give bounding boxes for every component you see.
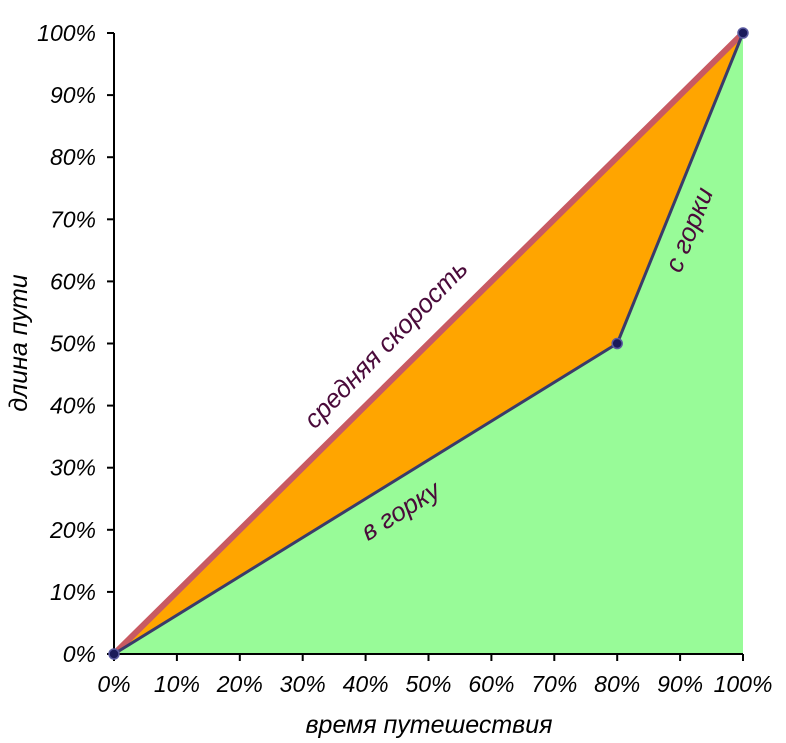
x-tick-label: 100% xyxy=(714,671,773,697)
x-tick-label: 60% xyxy=(468,671,514,697)
y-tick-label: 70% xyxy=(50,206,96,232)
x-tick-label: 0% xyxy=(97,671,130,697)
y-tick-label: 80% xyxy=(50,144,96,170)
x-tick-label: 80% xyxy=(594,671,640,697)
y-axis-title: длина пути xyxy=(5,274,33,412)
y-tick-label: 0% xyxy=(63,641,96,667)
y-tick-label: 40% xyxy=(50,393,96,419)
line-average-speed xyxy=(111,30,746,657)
data-point-marker xyxy=(737,27,749,39)
x-axis-title: время путешествия xyxy=(305,711,552,739)
y-tick-label: 20% xyxy=(49,517,96,543)
x-tick-label: 70% xyxy=(531,671,577,697)
lines-layer xyxy=(111,30,746,657)
data-point-marker xyxy=(108,648,120,660)
markers-layer xyxy=(108,27,749,660)
area-below-route xyxy=(114,33,743,654)
axes-layer: 0% 10% 20% 30% 40% 50% 60% 70% 80% 90% 100% 0% 10% 20… xyxy=(37,20,772,697)
y-tick-label: 60% xyxy=(50,268,96,294)
data-point-marker xyxy=(611,337,623,350)
y-tick-label: 10% xyxy=(50,579,96,605)
y-tick-label: 100% xyxy=(37,20,96,46)
x-tick-label: 20% xyxy=(216,671,263,697)
x-tick-label: 50% xyxy=(405,671,451,697)
line-downhill xyxy=(615,32,745,345)
x-tick-label: 30% xyxy=(280,671,326,697)
y-tick-label: 50% xyxy=(50,331,96,357)
y-tick-label: 90% xyxy=(50,82,96,108)
line-uphill xyxy=(113,342,618,656)
x-tick-label: 90% xyxy=(657,671,703,697)
x-tick-label: 40% xyxy=(343,671,389,697)
x-tick-label: 10% xyxy=(154,671,200,697)
y-tick-label: 30% xyxy=(50,455,96,481)
